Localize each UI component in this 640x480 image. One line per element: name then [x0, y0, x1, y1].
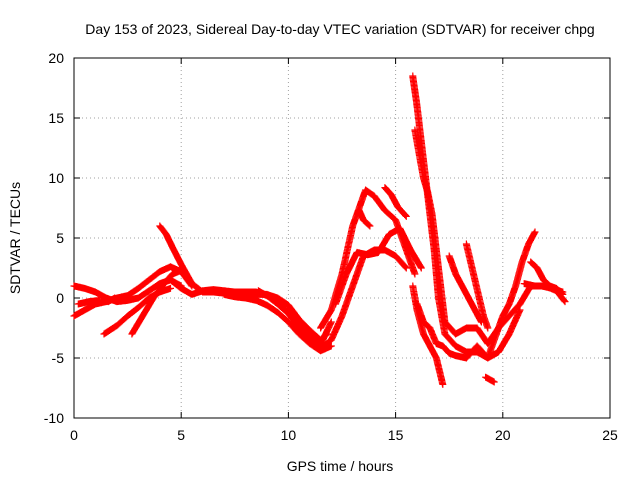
- chart-title: Day 153 of 2023, Sidereal Day-to-day VTE…: [85, 21, 594, 37]
- y-tick-label: 10: [48, 170, 64, 186]
- plus-marker-trace: [74, 294, 119, 308]
- plus-marker-trace: [220, 290, 335, 355]
- plus-marker-trace: [355, 206, 374, 230]
- x-tick-labels: 0 5 10 15 20 25: [70, 427, 618, 443]
- y-axis-label: SDTVAR / TECUs: [7, 182, 23, 294]
- plus-marker-trace: [482, 373, 498, 386]
- plus-marker-trace: [462, 240, 492, 332]
- y-tick-label: 0: [56, 290, 64, 306]
- series-arc-19: [462, 240, 492, 332]
- y-tick-label: 15: [48, 110, 64, 126]
- series-arc-17: [413, 300, 524, 362]
- series-arc-15: [411, 126, 567, 348]
- series-arc-12: [381, 184, 410, 220]
- series-arc-21: [492, 228, 539, 338]
- plus-marker-trace: [445, 252, 485, 326]
- plus-marker-trace: [332, 224, 425, 308]
- series-arc-9: [254, 287, 335, 349]
- x-tick-label: 5: [177, 427, 185, 443]
- axis-ticks: [73, 57, 611, 419]
- x-tick-label: 0: [70, 427, 78, 443]
- series-arc-3: [74, 294, 119, 308]
- plus-marker-trace: [520, 280, 569, 306]
- plus-marker-trace: [411, 126, 567, 348]
- y-tick-labels: -10 -5 0 5 10 15 20: [44, 50, 64, 426]
- series-arc-18: [482, 373, 498, 386]
- series-arc-10: [317, 186, 419, 332]
- series-arc-20: [445, 252, 485, 326]
- series-arc-11: [332, 224, 425, 308]
- plus-marker-trace: [128, 266, 185, 338]
- x-tick-label: 20: [495, 427, 511, 443]
- y-tick-label: -5: [52, 350, 65, 366]
- plus-marker-trace: [492, 228, 539, 338]
- plus-marker-trace: [413, 300, 524, 362]
- x-tick-label: 25: [602, 427, 618, 443]
- x-axis-label: GPS time / hours: [287, 458, 394, 474]
- plus-marker-trace: [254, 287, 335, 349]
- y-tick-label: 5: [56, 230, 64, 246]
- y-tick-label: -10: [44, 410, 64, 426]
- data-points: [70, 72, 569, 388]
- series-arc-5: [128, 266, 185, 338]
- x-tick-label: 15: [388, 427, 404, 443]
- series-arc-23: [520, 280, 569, 306]
- plus-marker-trace: [317, 186, 419, 332]
- grid-lines: [74, 58, 610, 418]
- x-tick-label: 10: [281, 427, 297, 443]
- y-tick-label: 20: [48, 50, 64, 66]
- series-arc-13: [355, 206, 374, 230]
- series-arc-8: [220, 290, 335, 355]
- plus-marker-trace: [381, 184, 410, 220]
